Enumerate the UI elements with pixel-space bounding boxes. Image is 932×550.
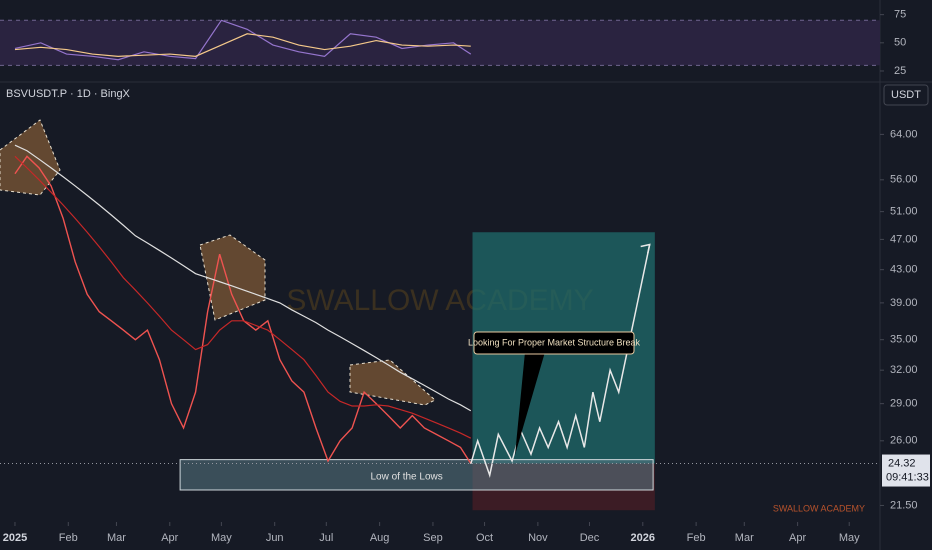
y-tick-label: 64.00 [890,128,918,140]
callout-box [473,331,635,355]
x-tick-label: Mar [107,532,126,544]
x-tick-label: Apr [161,532,178,544]
x-tick-label: Apr [789,532,806,544]
x-tick-label: May [839,532,860,544]
rsi-tick-label: 50 [894,37,906,49]
countdown-label: 09:41:33 [886,471,929,483]
footer-brand: SWALLOW ACADEMY [773,503,865,513]
y-tick-label: 29.00 [890,398,918,410]
currency-button[interactable] [883,84,929,106]
support-zone [179,459,654,491]
x-tick-label: Feb [59,532,78,544]
x-tick-label: Dec [580,532,600,544]
x-tick-label: 2025 [3,532,27,544]
callout-text: Looking For Proper Market Structure Brea… [468,337,641,347]
x-tick-label: Oct [476,532,493,544]
x-tick-label: Aug [370,532,390,544]
last-price-label: 24.32 [888,457,916,469]
y-tick-label: 32.00 [890,364,918,376]
x-tick-label: Nov [528,532,548,544]
projection-arrowhead [640,243,651,254]
price-line [14,155,472,439]
last-price-badge [882,454,930,487]
symbol-title: BSVUSDT.P · 1D · BingX [6,88,131,100]
rsi-band [0,20,880,66]
callout-pointer [515,352,545,455]
x-tick-label: Jul [319,532,333,544]
currency-label: USDT [891,89,921,101]
zone-label: Low of the Lows [370,471,442,482]
y-tick-label: 56.00 [890,174,918,186]
y-tick-label: 51.00 [890,206,918,218]
y-tick-label: 43.00 [890,264,918,276]
pattern-highlight [349,359,436,406]
x-tick-label: Jun [266,532,284,544]
x-tick-label: Mar [735,532,754,544]
y-tick-label: 26.00 [890,435,918,447]
rsi-tick-label: 75 [894,9,906,21]
rsi-tick-label: 25 [894,65,906,77]
rsi-line [14,33,471,57]
y-tick-label: 35.00 [890,334,918,346]
y-tick-label: 47.00 [890,233,918,245]
x-tick-label: 2026 [631,532,655,544]
y-tick-label: 21.50 [890,499,918,511]
rsi-line [14,19,472,61]
projection-path [470,244,651,478]
x-tick-label: May [211,532,232,544]
x-tick-label: Feb [687,532,706,544]
x-tick-label: Sep [423,532,443,544]
y-tick-label: 39.00 [890,297,918,309]
price-line [14,144,472,412]
pattern-highlight [199,234,266,321]
